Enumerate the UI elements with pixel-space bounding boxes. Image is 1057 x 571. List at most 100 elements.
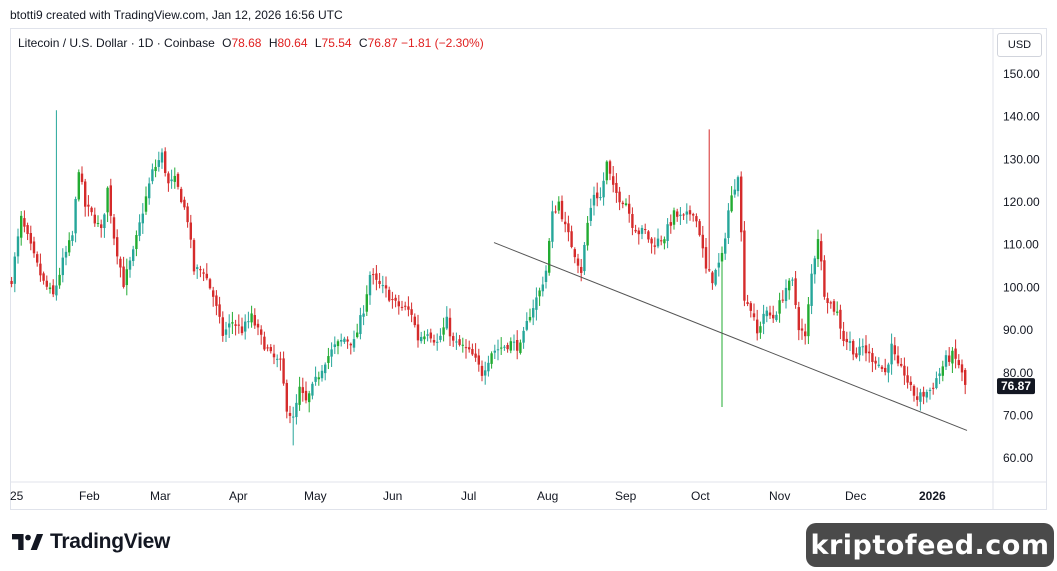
candle-body	[663, 239, 666, 244]
candle-body	[176, 173, 180, 187]
y-tick-label: 120.00	[1003, 195, 1040, 209]
candle-body	[551, 211, 554, 242]
candle-body	[432, 339, 436, 343]
candle-body	[413, 316, 416, 326]
candle-body	[474, 353, 477, 358]
candle-body	[295, 402, 298, 418]
candle-body	[266, 347, 269, 349]
candle-body	[480, 365, 484, 376]
x-tick-label: Jun	[383, 489, 402, 503]
candle-body	[189, 222, 192, 240]
chart-pane[interactable]	[10, 28, 1047, 510]
candle-body	[730, 195, 733, 212]
candle-body	[365, 294, 368, 312]
candle-body	[138, 222, 141, 236]
x-axis-ticks: 25 Feb Mar Apr May Jun Jul Aug Sep Oct Nov Dec 2026	[10, 489, 946, 503]
candle-body	[711, 272, 714, 284]
x-tick-label: Aug	[537, 489, 558, 503]
candle-body	[23, 218, 26, 227]
candle-body	[285, 382, 288, 412]
candle-body	[420, 336, 423, 342]
candle-body	[615, 182, 618, 193]
candle-body	[378, 280, 381, 285]
candle-body	[221, 317, 224, 336]
legend-low-key: L	[314, 36, 322, 50]
candle-body	[71, 235, 74, 241]
candle-body	[868, 351, 871, 354]
candle-body	[791, 279, 794, 281]
candle-body	[116, 237, 119, 257]
candle-body	[87, 204, 90, 207]
candle-body	[311, 383, 314, 396]
candle-body	[548, 240, 551, 273]
candle-body	[877, 364, 880, 366]
candle-body	[666, 224, 669, 241]
candle-body	[80, 173, 84, 182]
symbol-legend[interactable]: Litecoin / U.S. Dollar · 1D · Coinbase O…	[18, 36, 484, 50]
candle-body	[58, 274, 61, 286]
candle-body	[234, 324, 237, 326]
candle-body	[394, 297, 397, 301]
candle-body	[13, 256, 16, 284]
candle-body	[272, 353, 276, 358]
candle-body	[692, 214, 695, 216]
legend-change: −1.81 (−2.30%)	[400, 36, 484, 50]
candle-body	[404, 305, 407, 307]
candle-body	[682, 214, 685, 216]
candle-body	[240, 326, 244, 334]
candle-body	[631, 214, 634, 228]
candle-body	[804, 331, 807, 337]
candle-body	[61, 257, 64, 276]
candle-body	[852, 341, 855, 355]
candle-body	[320, 370, 324, 379]
candle-body	[493, 350, 496, 353]
candle-body	[554, 211, 557, 213]
candle-body	[324, 364, 327, 374]
candle-body	[349, 343, 352, 346]
candle-body	[880, 366, 884, 369]
candle-body	[490, 353, 493, 364]
candle-body	[416, 324, 420, 341]
candle-body	[132, 249, 135, 262]
candle-body	[288, 413, 292, 416]
candle-body	[218, 304, 221, 317]
y-axis-ticks: 150.00 140.00 130.00 120.00 110.00 100.00 90.0…	[1003, 67, 1040, 465]
y-tick-label: 140.00	[1003, 110, 1040, 124]
candle-body	[570, 231, 573, 248]
candle-body	[93, 214, 96, 224]
candle-body	[596, 192, 599, 199]
candle-body	[10, 280, 13, 284]
candle-body	[202, 272, 205, 274]
candle-body	[224, 329, 228, 335]
candle-body	[573, 249, 576, 258]
candle-body	[141, 213, 144, 224]
currency-button[interactable]: USD	[997, 33, 1042, 57]
tradingview-logo[interactable]: TradingView	[12, 530, 170, 554]
candle-body	[941, 366, 944, 376]
candle-body	[768, 312, 772, 316]
y-tick-label: 100.00	[1003, 280, 1040, 294]
candle-body	[925, 391, 928, 398]
candle-body	[807, 304, 810, 337]
candle-body	[778, 300, 781, 314]
candle-body	[208, 279, 212, 289]
candle-body	[544, 270, 548, 282]
candle-body	[122, 266, 125, 287]
candle-body	[455, 341, 458, 343]
candle-body	[167, 173, 170, 184]
candle-body	[336, 341, 340, 347]
candle-body	[848, 341, 852, 343]
candle-body	[650, 238, 653, 244]
candle-body	[308, 393, 311, 403]
candle-body	[180, 188, 183, 203]
candle-body	[68, 240, 71, 253]
candles	[10, 110, 967, 446]
candle-body	[250, 313, 253, 323]
candle-body	[429, 332, 432, 339]
candle-body	[16, 236, 20, 257]
candle-body	[960, 364, 964, 373]
candle-body	[260, 329, 263, 335]
candle-body	[359, 315, 362, 335]
candle-body	[749, 303, 752, 311]
candle-body	[74, 198, 77, 234]
